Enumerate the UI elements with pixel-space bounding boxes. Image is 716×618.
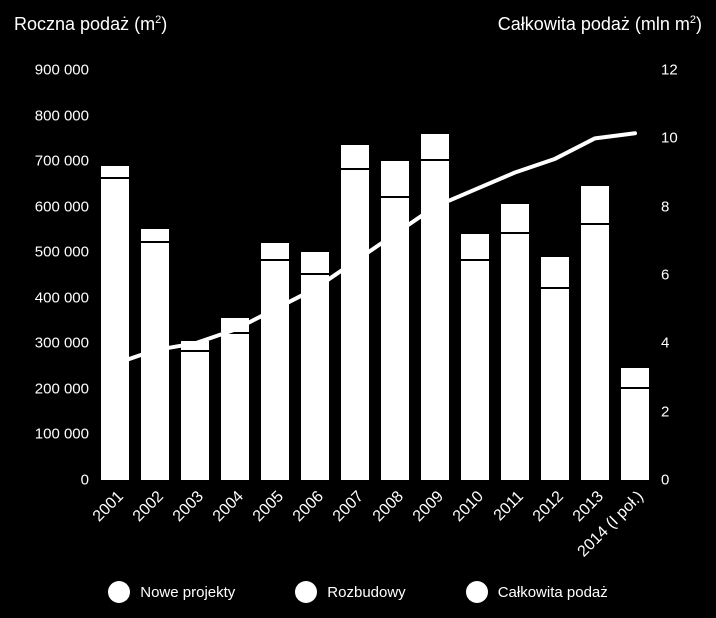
legend: Nowe projekty Rozbudowy Całkowita podaż	[0, 581, 716, 603]
y-left-tick: 900 000	[35, 62, 89, 79]
legend-marker-icon	[466, 581, 488, 603]
x-tick: 2004	[210, 488, 248, 526]
x-tick: 2012	[530, 488, 568, 526]
x-tick: 2008	[370, 488, 408, 526]
x-tick: 2003	[170, 488, 208, 526]
x-tick: 2007	[330, 488, 368, 526]
y-left-tick: 500 000	[35, 244, 89, 261]
y-left-tick: 0	[81, 472, 89, 489]
legend-item: Rozbudowy	[295, 581, 405, 603]
y-left-tick: 700 000	[35, 153, 89, 170]
x-tick: 2009	[410, 488, 448, 526]
x-tick: 2011	[491, 488, 528, 525]
total-supply-line	[115, 133, 635, 364]
y-left-tick: 200 000	[35, 380, 89, 397]
legend-item: Całkowita podaż	[466, 581, 608, 603]
y-right-tick: 10	[661, 130, 678, 147]
legend-label: Całkowita podaż	[498, 584, 608, 601]
x-tick: 2002	[130, 488, 168, 526]
x-tick: 2010	[450, 488, 488, 526]
x-tick: 2006	[290, 488, 328, 526]
y-right-tick: 8	[661, 198, 669, 215]
left-axis-title: Roczna podaż (m2)	[14, 14, 167, 35]
plot-area: 0100 000200 000300 000400 000500 000600 …	[95, 70, 655, 480]
legend-marker-icon	[108, 581, 130, 603]
x-tick: 2005	[250, 488, 288, 526]
y-right-tick: 0	[661, 472, 669, 489]
y-right-tick: 4	[661, 335, 669, 352]
y-left-tick: 800 000	[35, 107, 89, 124]
y-left-tick: 400 000	[35, 289, 89, 306]
y-right-tick: 12	[661, 62, 678, 79]
legend-label: Nowe projekty	[140, 584, 235, 601]
legend-item: Nowe projekty	[108, 581, 235, 603]
right-axis-title: Całkowita podaż (mln m2)	[498, 14, 702, 35]
y-left-tick: 300 000	[35, 335, 89, 352]
chart-container: Roczna podaż (m2) Całkowita podaż (mln m…	[0, 0, 716, 618]
legend-marker-icon	[295, 581, 317, 603]
line-layer	[95, 70, 655, 480]
y-left-tick: 100 000	[35, 426, 89, 443]
legend-label: Rozbudowy	[327, 584, 405, 601]
x-tick: 2001	[90, 488, 128, 526]
y-right-tick: 2	[661, 403, 669, 420]
y-left-tick: 600 000	[35, 198, 89, 215]
y-right-tick: 6	[661, 267, 669, 284]
